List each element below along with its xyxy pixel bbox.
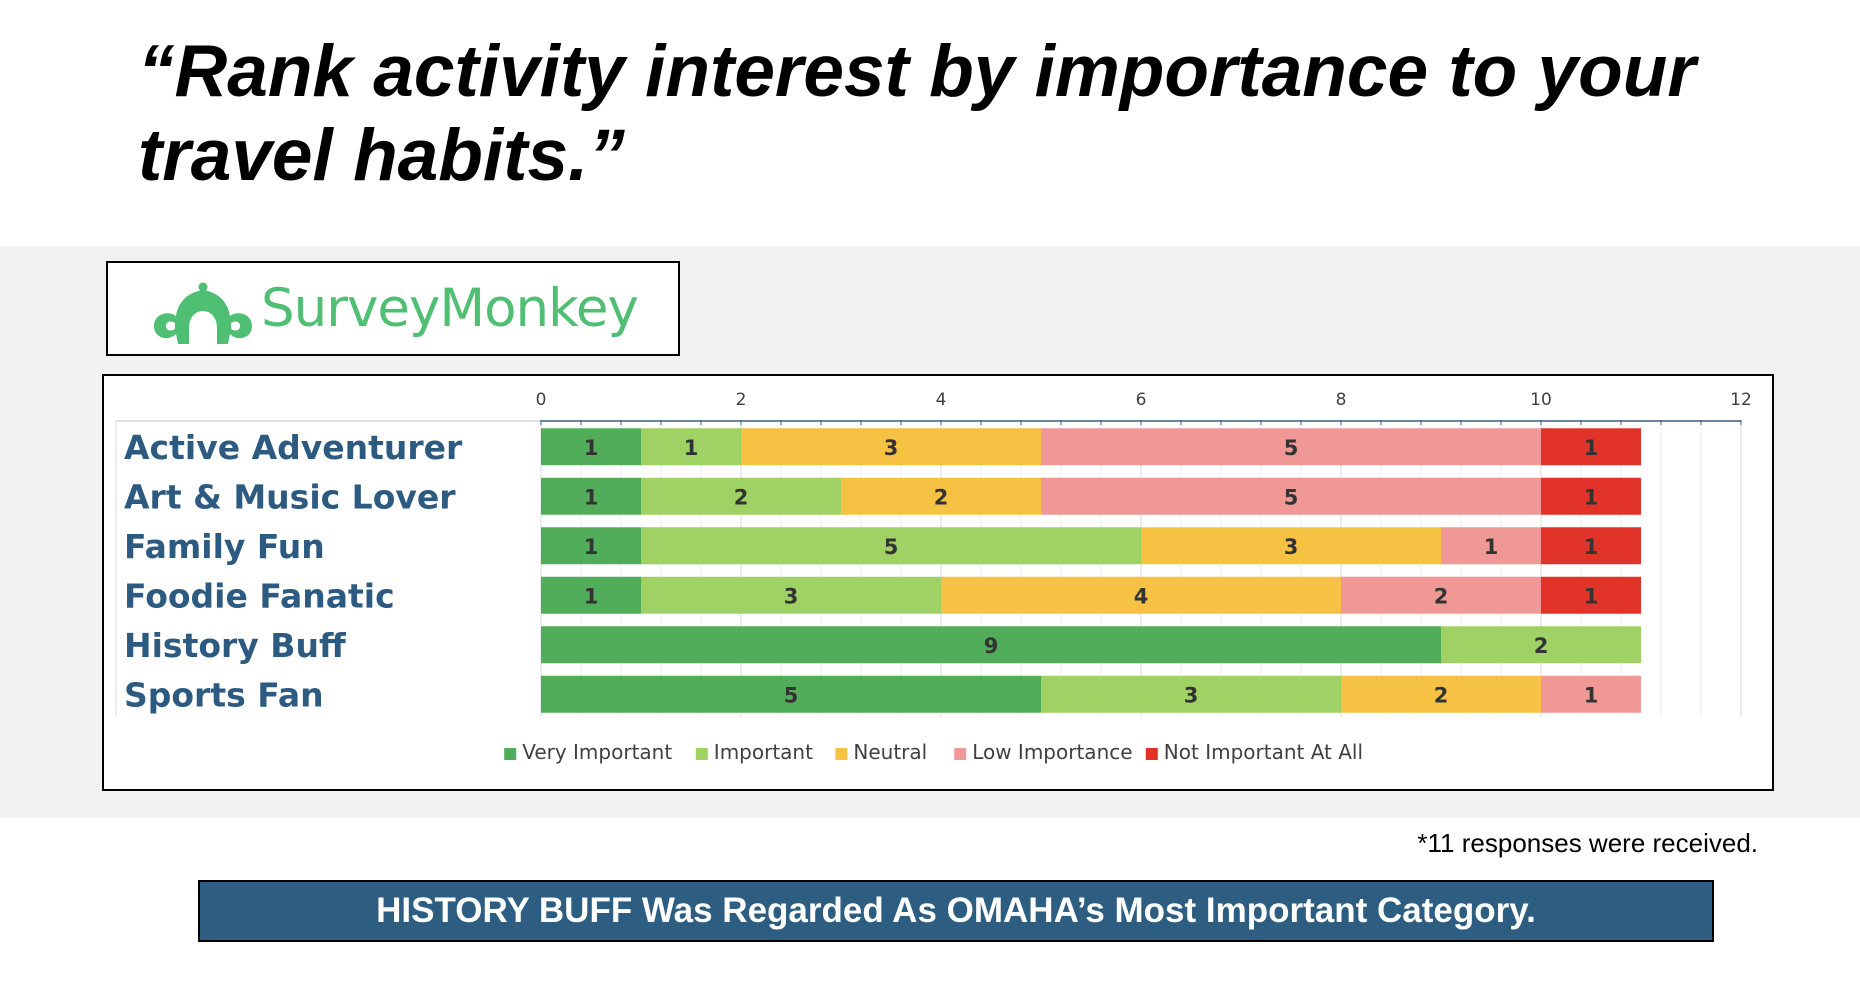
bar-data-label: 2 [934, 485, 949, 509]
category-label: Active Adventurer [124, 428, 463, 467]
bar-data-label: 3 [1284, 535, 1299, 559]
bar-segment [1341, 675, 1541, 713]
bar-data-label: 1 [584, 485, 599, 509]
category-label: Art & Music Lover [124, 477, 456, 516]
bar-segment [741, 428, 1041, 466]
legend-swatch [954, 748, 967, 760]
bar-segment [1541, 477, 1641, 515]
bar-segment [1441, 527, 1541, 565]
bar-data-label: 1 [1584, 683, 1599, 707]
bar-segment [1041, 428, 1541, 466]
bar-segment [1541, 675, 1641, 713]
x-tick-label: 10 [1530, 390, 1552, 410]
bar-segment [1141, 527, 1441, 565]
bar-data-label: 9 [984, 634, 999, 658]
category-label: Family Fun [124, 527, 325, 566]
bar-data-label: 2 [1534, 634, 1549, 658]
bar-data-label: 1 [1484, 535, 1499, 559]
legend-swatch [695, 748, 708, 760]
bar-data-label: 5 [1284, 436, 1299, 460]
bar-segment [541, 576, 641, 614]
bar-segment [641, 576, 941, 614]
bar-data-label: 3 [784, 584, 799, 608]
bar-segment [1541, 527, 1641, 565]
bar-segment [641, 428, 741, 466]
legend-label: Neutral [853, 740, 927, 764]
legend-swatch [835, 748, 848, 760]
x-tick-label: 4 [936, 390, 947, 410]
response-count-note: *11 responses were received. [1417, 828, 1758, 858]
x-tick-label: 0 [536, 390, 547, 410]
bar-data-label: 3 [884, 436, 899, 460]
category-label: Sports Fan [124, 675, 324, 714]
bar-data-label: 1 [584, 584, 599, 608]
bar-data-label: 5 [1284, 485, 1299, 509]
legend-label: Low Importance [972, 740, 1132, 764]
x-tick-label: 6 [1136, 390, 1147, 410]
bar-segment [641, 527, 1141, 565]
legend-swatch [504, 748, 517, 760]
bar-segment [641, 477, 841, 515]
bar-segment [1041, 675, 1341, 713]
summary-banner-text: HISTORY BUFF Was Regarded As OMAHA’s Mos… [376, 891, 1536, 930]
x-tick-label: 2 [736, 390, 747, 410]
bar-segment [1341, 576, 1541, 614]
bar-segment [841, 477, 1041, 515]
bar-data-label: 1 [684, 436, 699, 460]
legend-label: Very Important [522, 740, 672, 764]
bar-data-label: 1 [584, 436, 599, 460]
legend-label: Not Important At All [1164, 740, 1363, 764]
category-label: Foodie Fanatic [124, 576, 395, 615]
slide-title: “Rank activity interest by importance to… [138, 31, 1696, 196]
bar-data-label: 1 [1584, 436, 1599, 460]
bar-segment [1541, 428, 1641, 466]
bar-data-label: 1 [1584, 584, 1599, 608]
bar-segment [541, 428, 641, 466]
bar-segment [1441, 626, 1641, 664]
x-tick-label: 12 [1730, 390, 1752, 410]
bar-data-label: 2 [1434, 683, 1449, 707]
bar-segment [541, 675, 1041, 713]
chart-container: 0 2 4 6 8 10 12 Active Adventurer 1 1 3 5 1 Art & Mus… [102, 374, 1774, 791]
monkey-logo-icon [154, 282, 252, 344]
legend-label: Important [714, 740, 813, 764]
bar-data-label: 5 [784, 683, 799, 707]
bar-data-label: 1 [1584, 485, 1599, 509]
surveymonkey-logo-box: SurveyMonkey [106, 261, 680, 356]
bar-data-label: 1 [1584, 535, 1599, 559]
category-label: History Buff [124, 626, 347, 665]
bar-segment [541, 527, 641, 565]
bar-segment [1541, 576, 1641, 614]
bar-data-label: 3 [1184, 683, 1199, 707]
bar-segment [541, 626, 1441, 664]
legend-swatch [1145, 748, 1158, 760]
surveymonkey-logo-text: SurveyMonkey [261, 278, 639, 339]
bar-data-label: 4 [1134, 584, 1149, 608]
summary-banner: HISTORY BUFF Was Regarded As OMAHA’s Mos… [198, 880, 1714, 942]
bar-segment [941, 576, 1341, 614]
bar-data-label: 1 [584, 535, 599, 559]
bar-segment [541, 477, 641, 515]
bar-segment [1041, 477, 1541, 515]
bar-data-label: 2 [1434, 584, 1449, 608]
x-tick-label: 8 [1336, 390, 1347, 410]
bar-data-label: 5 [884, 535, 899, 559]
bar-data-label: 2 [734, 485, 749, 509]
